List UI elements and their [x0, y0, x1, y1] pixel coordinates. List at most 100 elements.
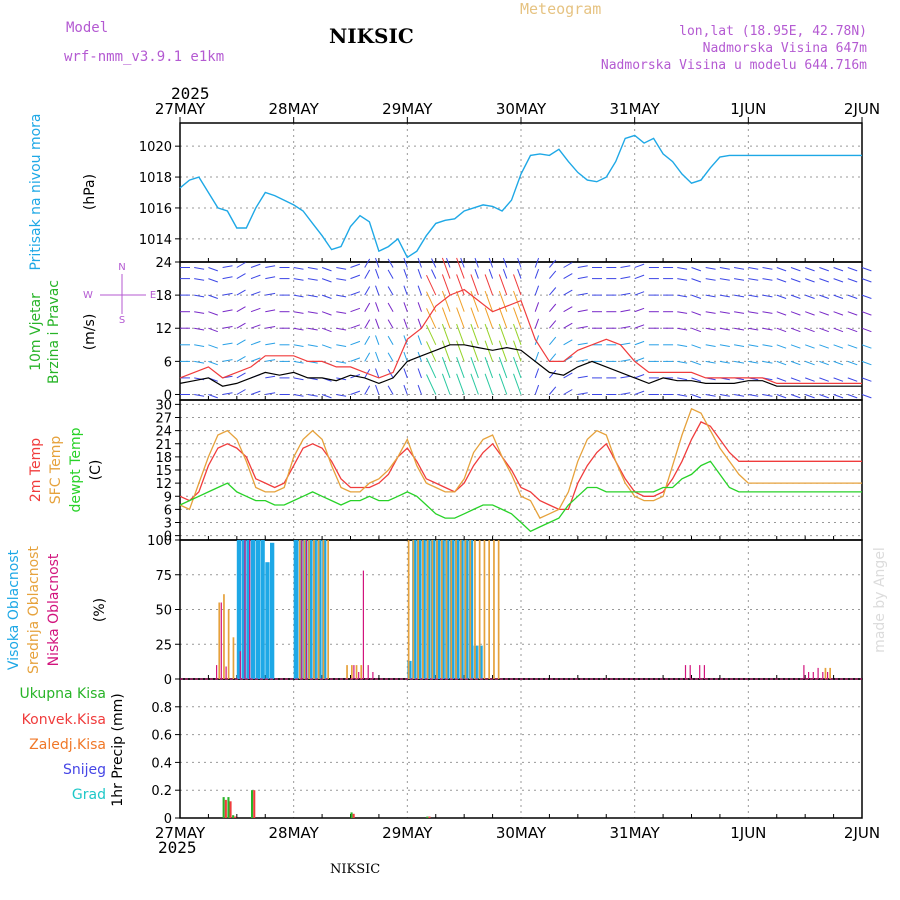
cloud-bar	[367, 665, 369, 679]
wind-arrow	[417, 335, 422, 345]
cloud-bar	[417, 540, 419, 679]
wind-arrow	[833, 311, 844, 316]
cloud-bar	[824, 667, 827, 679]
wind-arrow	[805, 294, 815, 299]
wind-arrow	[833, 360, 844, 366]
wind-arrow	[847, 327, 858, 333]
wind-arrow	[208, 344, 218, 349]
cloud-bar	[239, 651, 241, 679]
wind-arrow	[431, 269, 437, 279]
wind-arrow	[470, 290, 479, 312]
wind-arrow	[577, 265, 588, 268]
wind-arrow	[677, 327, 688, 331]
cloud-bar	[412, 540, 417, 679]
wind-arrow	[776, 360, 787, 366]
wind-arrow	[534, 368, 540, 379]
elevation-label: Nadmorska Visina 647m	[702, 41, 867, 56]
cloud-bar	[474, 540, 476, 679]
wind-arrow	[293, 267, 304, 270]
precip-bar	[350, 812, 353, 818]
wind-arrow	[819, 394, 829, 399]
wind-arrow	[677, 311, 688, 314]
wind-arrow	[776, 278, 787, 283]
wind-arrow	[847, 360, 858, 366]
wind-arrow	[236, 372, 246, 379]
wind-arrow	[307, 278, 318, 281]
wind-arrow	[549, 287, 557, 296]
wind-arrow	[265, 326, 276, 329]
cloud-bar	[808, 672, 810, 679]
cloud-bar	[346, 665, 348, 679]
wind-arrow	[734, 360, 745, 364]
wind-arrow	[375, 257, 380, 268]
wind-arrow	[634, 274, 645, 280]
wind-arrow	[513, 373, 522, 395]
cloud-bar	[218, 602, 221, 679]
y-tick-label: 27	[155, 412, 172, 427]
wind-arrow	[805, 344, 815, 349]
wind-arrow	[517, 257, 522, 268]
wind-arrow	[620, 375, 631, 379]
wind-arrow	[350, 357, 361, 362]
pressure-axis-label: Pritisak na nivou mora	[28, 113, 44, 270]
wind-arrow	[634, 357, 645, 362]
wind-arrow	[321, 327, 332, 333]
cloud-bar	[301, 540, 303, 679]
wind-arrow	[833, 278, 844, 283]
wind-arrow	[484, 323, 494, 345]
cloud-bar	[450, 540, 453, 679]
wind-arrow	[375, 351, 380, 362]
wind-arrow	[705, 311, 716, 314]
temp-axis-label-2m: 2m Temp	[28, 438, 44, 502]
wind-arrow	[861, 360, 872, 366]
wind-arrow	[577, 392, 588, 395]
cloud-bar	[803, 665, 805, 679]
wind-arrow	[790, 278, 801, 283]
wind-arrow	[819, 344, 829, 349]
cloud-bar	[307, 540, 313, 679]
wind-arrow	[620, 392, 631, 395]
wind-arrow	[833, 294, 844, 299]
wind-arrow	[762, 394, 773, 397]
wind-arrow	[426, 341, 437, 362]
wind-arrow	[236, 389, 246, 395]
cloud-bar	[362, 570, 364, 679]
wind-arrow	[498, 307, 508, 329]
wind-arrow	[776, 311, 787, 316]
wind-arrow	[293, 294, 304, 298]
wind-arrow	[321, 278, 332, 283]
wind-arrow	[776, 294, 787, 299]
wind-arrow	[222, 265, 233, 268]
pressure-unit-label: (hPa)	[82, 174, 98, 210]
wind-arrow	[441, 274, 451, 296]
wind-arrow	[307, 327, 318, 331]
x-tick-label: 28MAY	[269, 100, 320, 118]
wind-arrow	[762, 344, 773, 347]
wind-arrow	[222, 276, 233, 280]
wind-arrow	[336, 294, 347, 298]
wind-arrow	[194, 278, 205, 281]
precip-bar	[428, 816, 431, 818]
wind-arrow	[470, 357, 479, 379]
wind-arrow	[677, 377, 688, 381]
y-tick-label: 25	[155, 638, 172, 653]
wind-arrow	[748, 327, 759, 331]
wind-arrow	[776, 377, 787, 382]
x-tick-label: 28MAY	[269, 824, 320, 842]
wind-arrow	[833, 394, 844, 399]
wind-arrow	[705, 278, 716, 281]
wind-arrow	[470, 307, 479, 329]
wind-arrow	[790, 267, 801, 272]
wind-arrow	[336, 360, 347, 364]
wind-arrow	[691, 377, 702, 382]
wind-arrow	[470, 323, 479, 345]
y-tick-label: 0	[164, 673, 172, 688]
wind-gust-line	[179, 288, 862, 384]
wind-arrow	[748, 267, 759, 270]
cloud-bar	[812, 672, 814, 679]
cloud-bar	[298, 540, 301, 679]
wind-arrow	[719, 344, 730, 347]
wind-arrow	[387, 319, 394, 329]
wind-arrow	[534, 257, 540, 268]
precip-unit-label: 1hr Precip (mm)	[110, 693, 126, 806]
